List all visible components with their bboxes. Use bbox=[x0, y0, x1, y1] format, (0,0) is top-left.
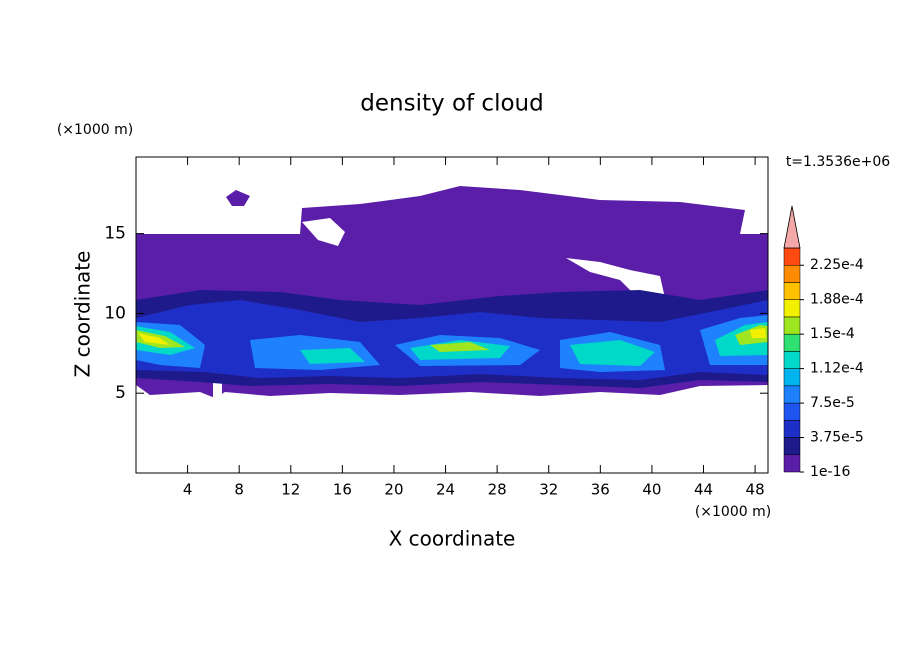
colorbar-box bbox=[783, 420, 801, 438]
x-axis-label: X coordinate bbox=[389, 527, 516, 551]
x-unit: (×1000 m) bbox=[695, 504, 771, 520]
colorbar-box bbox=[783, 247, 801, 266]
colorbar-box bbox=[783, 299, 801, 318]
contour-region bbox=[226, 190, 250, 206]
x-tick-label: 8 bbox=[234, 481, 244, 499]
y-axis-label: Z coordinate bbox=[71, 251, 95, 378]
contour-field bbox=[136, 186, 768, 398]
cloud-gap bbox=[302, 218, 345, 246]
y-unit: (×1000 m) bbox=[57, 122, 133, 138]
y-tick-label: 10 bbox=[104, 303, 126, 323]
colorbar-tick-label: 1e-16 bbox=[810, 464, 850, 480]
x-tick-label: 44 bbox=[694, 481, 713, 499]
x-tick-label: 48 bbox=[746, 481, 765, 499]
colorbar-box bbox=[783, 454, 801, 473]
colorbar-tick-label: 1.12e-4 bbox=[810, 361, 864, 377]
y-tick-label: 15 bbox=[104, 224, 126, 244]
time-annotation: t=1.3536e+06 bbox=[786, 154, 890, 170]
y-tick-label: 5 bbox=[115, 383, 126, 403]
colorbar-box bbox=[783, 385, 801, 404]
colorbar-box bbox=[783, 402, 801, 421]
x-tick-label: 36 bbox=[591, 481, 610, 499]
x-tick-label: 20 bbox=[384, 481, 403, 499]
colorbar-tick-label: 2.25e-4 bbox=[810, 257, 864, 273]
x-tick-label: 12 bbox=[281, 481, 300, 499]
colorbar-box bbox=[783, 351, 801, 369]
plot-frame bbox=[135, 156, 769, 474]
colorbar-box bbox=[783, 282, 801, 300]
x-tick-label: 32 bbox=[539, 481, 558, 499]
x-tick-label: 16 bbox=[333, 481, 352, 499]
colorbar-tick-label: 1.5e-4 bbox=[810, 326, 855, 342]
x-tick-label: 40 bbox=[642, 481, 661, 499]
colorbar-tick-label: 7.5e-5 bbox=[810, 395, 855, 411]
colorbar-box bbox=[783, 437, 801, 456]
colorbar-box bbox=[783, 333, 801, 352]
x-tick-label: 28 bbox=[488, 481, 507, 499]
colorbar-box bbox=[783, 264, 801, 283]
colorbar-tick-label: 1.88e-4 bbox=[810, 292, 864, 308]
chart-title: density of cloud bbox=[360, 91, 543, 117]
contour-region bbox=[136, 325, 768, 352]
x-tick-label: 24 bbox=[436, 481, 455, 499]
colorbar-extension bbox=[783, 205, 801, 249]
colorbar-box bbox=[783, 316, 801, 335]
cloud-gap bbox=[566, 258, 665, 300]
x-tick-label: 4 bbox=[183, 481, 193, 499]
colorbar-box bbox=[783, 368, 801, 387]
colorbar-tick-label: 3.75e-5 bbox=[810, 430, 864, 446]
